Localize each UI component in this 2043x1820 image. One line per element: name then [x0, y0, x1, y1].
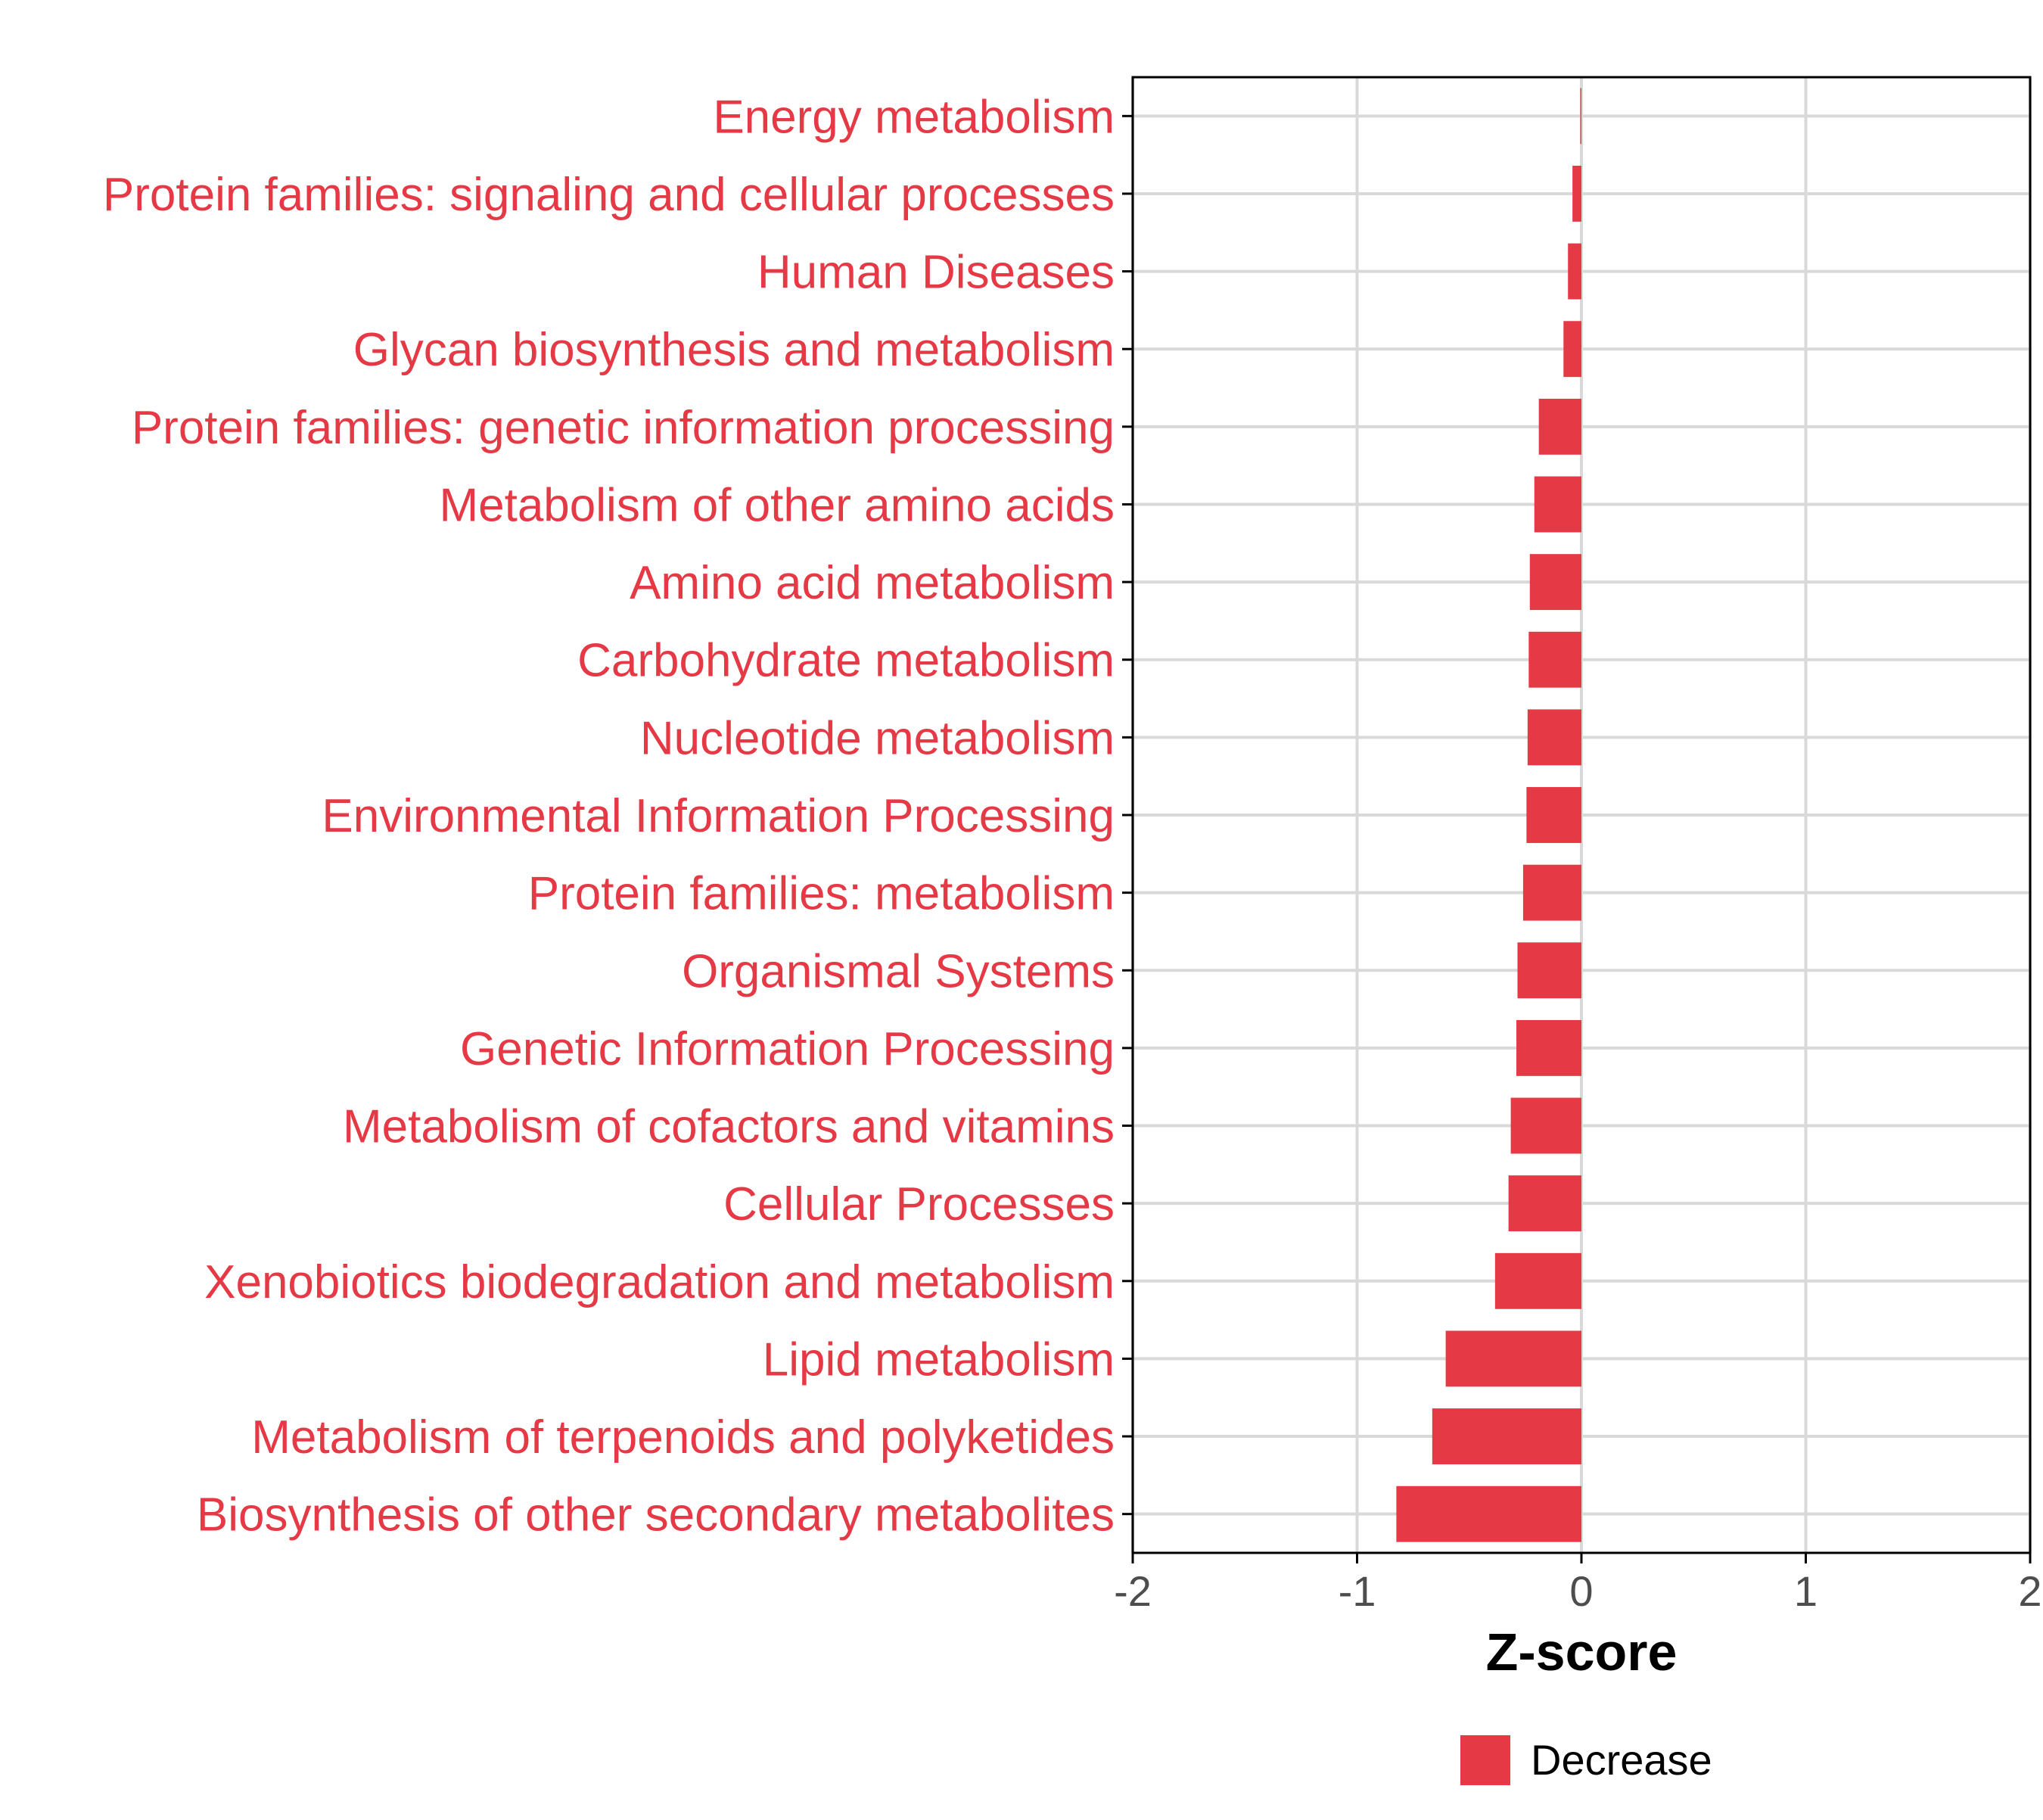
- bar-10: [1522, 864, 1581, 921]
- category-label-4: Protein families: genetic information pr…: [132, 402, 1115, 454]
- category-label-14: Cellular Processes: [723, 1178, 1115, 1230]
- category-label-15: Xenobiotics biodegradation and metabolis…: [204, 1256, 1115, 1308]
- bar-11: [1517, 942, 1581, 999]
- category-label-7: Carbohydrate metabolism: [577, 635, 1115, 687]
- category-label-1: Protein families: signaling and cellular…: [103, 169, 1115, 221]
- category-label-13: Metabolism of cofactors and vitamins: [343, 1101, 1115, 1153]
- bar-17: [1432, 1408, 1581, 1464]
- bar-9: [1526, 787, 1581, 843]
- bar-2: [1568, 243, 1581, 300]
- x-tick-label-1: -1: [1339, 1567, 1376, 1615]
- legend-label-decrease: Decrease: [1531, 1736, 1712, 1784]
- x-tick-label-4: 2: [2018, 1567, 2041, 1615]
- bar-18: [1396, 1486, 1581, 1542]
- axis-layer: [1122, 76, 2032, 1563]
- bar-4: [1538, 398, 1581, 455]
- category-label-11: Organismal Systems: [682, 945, 1115, 997]
- bar-6: [1529, 554, 1581, 611]
- bar-13: [1510, 1097, 1581, 1154]
- bar-0: [1580, 88, 1582, 145]
- bar-3: [1563, 321, 1581, 378]
- bar-layer: [1396, 88, 1582, 1542]
- category-label-17: Metabolism of terpenoids and polyketides: [251, 1411, 1115, 1464]
- category-label-6: Amino acid metabolism: [630, 557, 1115, 609]
- bar-14: [1508, 1175, 1581, 1232]
- category-label-9: Environmental Information Processing: [322, 790, 1115, 842]
- category-label-5: Metabolism of other amino acids: [439, 479, 1115, 531]
- x-tick-label-0: -2: [1114, 1567, 1152, 1615]
- category-label-8: Nucleotide metabolism: [640, 712, 1115, 764]
- category-label-18: Biosynthesis of other secondary metaboli…: [197, 1489, 1115, 1542]
- bar-1: [1572, 166, 1581, 222]
- bar-5: [1534, 476, 1581, 533]
- legend: Decrease: [1460, 1735, 1712, 1785]
- bar-12: [1516, 1019, 1581, 1076]
- x-tick-label-2: 0: [1569, 1567, 1593, 1615]
- category-label-2: Human Diseases: [757, 247, 1115, 299]
- category-label-10: Protein families: metabolism: [528, 868, 1115, 920]
- bar-16: [1445, 1330, 1581, 1387]
- legend-swatch-decrease: [1460, 1735, 1510, 1785]
- category-label-3: Glycan biosynthesis and metabolism: [353, 324, 1115, 376]
- bar-8: [1527, 709, 1581, 766]
- category-label-0: Energy metabolism: [713, 91, 1115, 143]
- x-tick-label-3: 1: [1794, 1567, 1818, 1615]
- category-label-16: Lipid metabolism: [763, 1333, 1115, 1386]
- label-layer: Energy metabolism Protein families: signa…: [103, 91, 2042, 1615]
- bar-7: [1528, 631, 1581, 688]
- category-label-12: Genetic Information Processing: [460, 1023, 1115, 1075]
- bar-15: [1494, 1252, 1581, 1309]
- x-axis-title: Z-score: [1486, 1622, 1678, 1682]
